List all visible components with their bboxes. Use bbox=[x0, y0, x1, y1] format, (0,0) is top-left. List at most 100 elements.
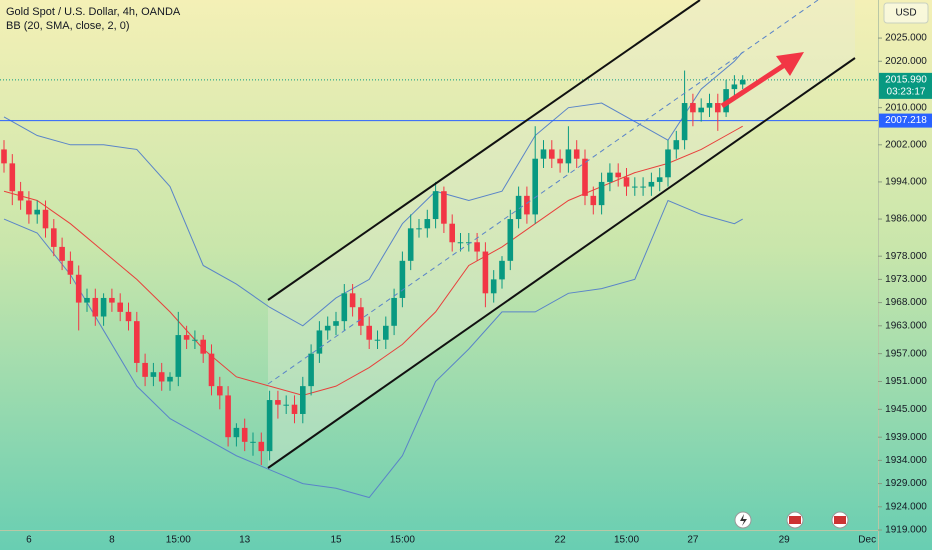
candle-body bbox=[366, 325, 372, 340]
candle-body bbox=[9, 163, 16, 192]
candle-body bbox=[681, 103, 688, 141]
candle-body bbox=[582, 158, 588, 196]
y-tick-label: 1986.000 bbox=[885, 214, 927, 225]
candle-body bbox=[67, 260, 74, 275]
candle-body bbox=[540, 149, 547, 159]
candle-body bbox=[640, 186, 646, 188]
candle-body bbox=[623, 177, 630, 187]
candle-body bbox=[341, 293, 348, 322]
y-tick-label: 1939.000 bbox=[885, 432, 927, 443]
flag-glyph bbox=[834, 516, 846, 524]
candle-body bbox=[117, 302, 123, 312]
y-tick-label: 1934.000 bbox=[885, 455, 927, 466]
candle-body bbox=[690, 103, 696, 113]
candle-body bbox=[615, 172, 621, 178]
candle-body bbox=[300, 386, 306, 414]
candle-body bbox=[59, 246, 65, 261]
y-tick-label: 2025.000 bbox=[885, 33, 927, 44]
price-countdown: 03:23:17 bbox=[887, 87, 926, 98]
y-tick-label: 2010.000 bbox=[885, 102, 927, 113]
candle-body bbox=[233, 427, 240, 438]
candle-body bbox=[192, 339, 198, 341]
candle-body bbox=[349, 293, 356, 308]
candle-body bbox=[731, 84, 738, 90]
candle-body bbox=[100, 297, 107, 317]
flag-glyph bbox=[789, 516, 801, 524]
candle-body bbox=[374, 339, 381, 341]
y-tick-label: 1919.000 bbox=[885, 525, 927, 536]
channel-upper bbox=[267, 0, 701, 301]
candle-body bbox=[598, 181, 605, 206]
candle-body bbox=[432, 191, 439, 220]
candle-body bbox=[142, 362, 148, 377]
x-tick-label: 27 bbox=[687, 535, 699, 546]
x-tick-label: 15:00 bbox=[614, 535, 639, 546]
candle-body bbox=[515, 195, 522, 220]
currency-button[interactable] bbox=[883, 2, 929, 24]
x-tick-label: 15:00 bbox=[166, 535, 191, 546]
candle-body bbox=[499, 260, 505, 280]
x-tick-label: 15:00 bbox=[390, 535, 415, 546]
candle-body bbox=[358, 307, 364, 326]
candle-body bbox=[208, 353, 215, 387]
candle-body bbox=[673, 140, 680, 150]
candle-body bbox=[84, 297, 90, 303]
chart-title: Gold Spot / U.S. Dollar, 4h, OANDA bbox=[6, 6, 181, 18]
x-tick-label: 13 bbox=[239, 535, 251, 546]
candle-body bbox=[241, 427, 248, 442]
currency-label[interactable]: USD bbox=[895, 8, 916, 19]
x-tick-label: 6 bbox=[26, 535, 32, 546]
y-tick-label: 1957.000 bbox=[885, 348, 927, 359]
candle-body bbox=[150, 372, 157, 377]
candle-body bbox=[109, 297, 115, 303]
y-tick-label: 1945.000 bbox=[885, 404, 927, 415]
candle-body bbox=[17, 191, 24, 201]
candle-body bbox=[706, 103, 713, 108]
candle-body bbox=[333, 321, 339, 326]
candle-body bbox=[416, 228, 422, 230]
y-tick-label: 1924.000 bbox=[885, 501, 927, 512]
candle-body bbox=[524, 195, 530, 215]
candle-body bbox=[92, 297, 99, 317]
band-line bbox=[3, 199, 743, 499]
channel-lower bbox=[267, 57, 856, 469]
y-tick-label: 1951.000 bbox=[885, 376, 927, 387]
plot bbox=[0, 51, 878, 499]
candle-body bbox=[656, 177, 663, 182]
level-label: 2007.218 bbox=[885, 115, 927, 126]
level-label-box bbox=[879, 113, 932, 128]
channel-middle bbox=[267, 0, 819, 385]
event-icon-glyph bbox=[740, 514, 747, 526]
candle-body bbox=[134, 321, 140, 363]
candle-body bbox=[399, 260, 406, 298]
candle-body bbox=[573, 149, 580, 159]
candle-body bbox=[449, 223, 455, 243]
candle-body bbox=[75, 274, 82, 303]
y-tick-label: 1968.000 bbox=[885, 297, 927, 308]
candle-body bbox=[250, 441, 256, 443]
channel-fill bbox=[268, 0, 855, 468]
price-label: 2015.990 bbox=[885, 75, 927, 86]
y-tick-label: 1978.000 bbox=[885, 251, 927, 262]
candle-body bbox=[590, 195, 597, 206]
band-line bbox=[3, 125, 743, 396]
y-tick-label: 2020.000 bbox=[885, 56, 927, 67]
x-tick-label: Dec bbox=[858, 535, 876, 546]
candle-body bbox=[739, 79, 746, 85]
x-tick-label: 8 bbox=[109, 535, 115, 546]
candle-body bbox=[200, 339, 206, 354]
candle-body bbox=[391, 297, 397, 326]
y-tick-label: 1994.000 bbox=[885, 177, 927, 188]
candle-body bbox=[34, 209, 40, 215]
candle-body bbox=[266, 400, 273, 452]
candle-body bbox=[258, 441, 265, 452]
price-label-box bbox=[879, 72, 932, 99]
candle-body bbox=[441, 191, 447, 224]
candle-body bbox=[632, 186, 638, 188]
candle-body bbox=[482, 251, 489, 294]
candle-body bbox=[51, 228, 57, 247]
arrow-head bbox=[776, 52, 804, 76]
candle-body bbox=[665, 149, 671, 178]
